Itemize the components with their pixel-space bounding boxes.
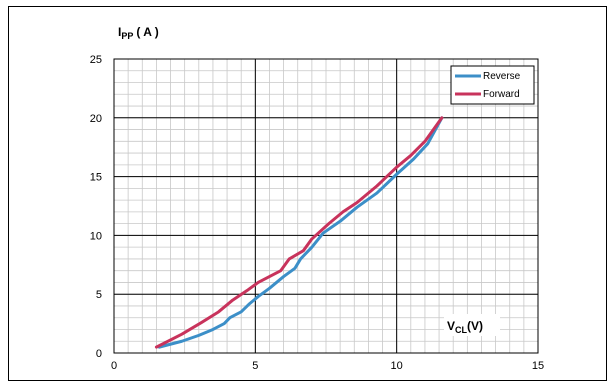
y-axis-title: IPP( A ) — [118, 25, 159, 41]
legend-box — [450, 65, 535, 105]
y-tick-label: 5 — [96, 289, 102, 301]
chart-frame — [8, 6, 607, 381]
plot-area-border — [113, 58, 539, 354]
y-tick-label: 15 — [90, 172, 102, 184]
legend: Reverse Forward — [450, 65, 535, 105]
x-tick-label: 0 — [111, 360, 117, 372]
x-axis-title: VCL(V) — [447, 319, 483, 335]
y-tick-label: 20 — [90, 113, 102, 125]
x-tick-label: 15 — [532, 360, 544, 372]
x-tick-label: 10 — [391, 360, 403, 372]
x-axis-title-box: VCL(V) — [444, 314, 500, 336]
y-tick-label: 0 — [96, 348, 102, 360]
legend-label-forward: Forward — [483, 89, 520, 100]
series-line-reverse — [157, 116, 444, 349]
y-tick-labels: 0 5 10 15 20 25 — [90, 54, 102, 360]
y-tick-label: 25 — [90, 54, 102, 66]
y-tick-label: 10 — [90, 230, 102, 242]
x-tick-label: 5 — [252, 360, 258, 372]
series-lines — [154, 116, 444, 349]
legend-label-reverse: Reverse — [483, 71, 521, 82]
x-tick-labels: 0 5 10 15 — [111, 360, 544, 372]
series-line-forward — [154, 116, 444, 349]
